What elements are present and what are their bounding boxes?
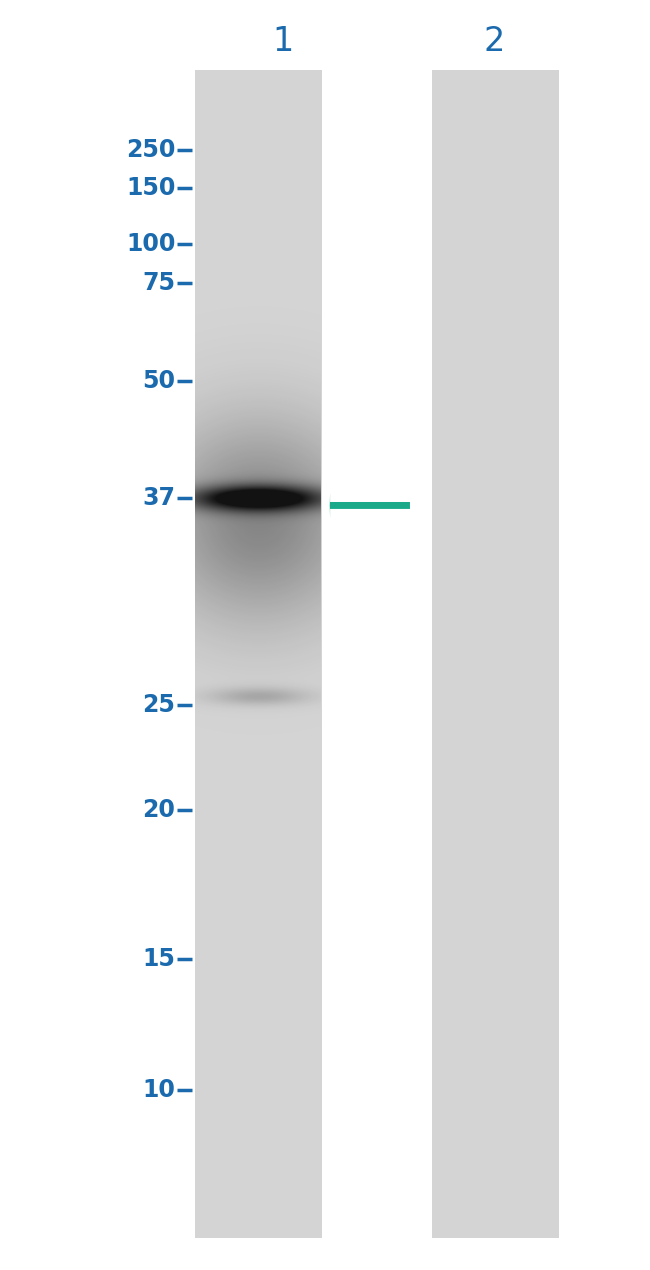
Bar (432, 70, 559, 1238)
Text: 37: 37 (142, 486, 176, 509)
Text: 20: 20 (142, 799, 176, 822)
Text: 25: 25 (142, 693, 176, 716)
Text: 2: 2 (484, 25, 504, 58)
Text: 10: 10 (142, 1078, 176, 1101)
Text: 150: 150 (126, 177, 176, 199)
Text: 75: 75 (142, 272, 176, 295)
Text: 15: 15 (142, 947, 176, 970)
Text: 1: 1 (272, 25, 293, 58)
Bar (195, 70, 322, 1238)
Text: 100: 100 (126, 232, 176, 255)
Text: 250: 250 (126, 138, 176, 161)
Text: 50: 50 (142, 370, 176, 392)
